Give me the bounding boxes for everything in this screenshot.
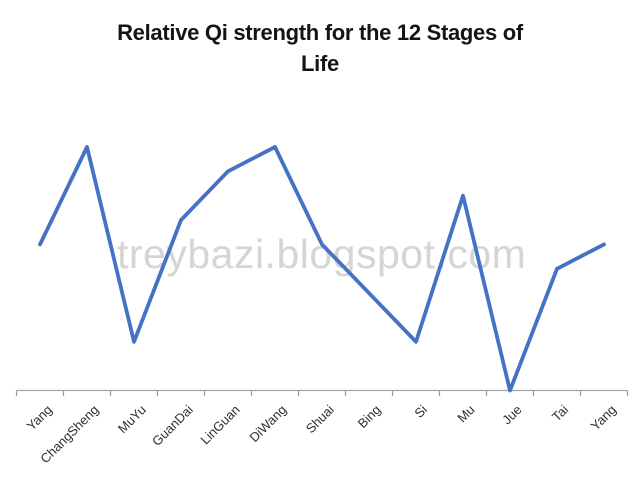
x-axis-ticks	[15, 390, 629, 396]
qi-strength-line	[38, 145, 606, 393]
watermark-text: treybazi.blogspot.com	[117, 231, 527, 277]
chart-title: Relative Qi strength for the 12 Stages o…	[0, 17, 640, 79]
chart-title-line-1: Relative Qi strength for the 12 Stages o…	[117, 20, 523, 45]
chart-title-line-2: Life	[301, 51, 339, 76]
